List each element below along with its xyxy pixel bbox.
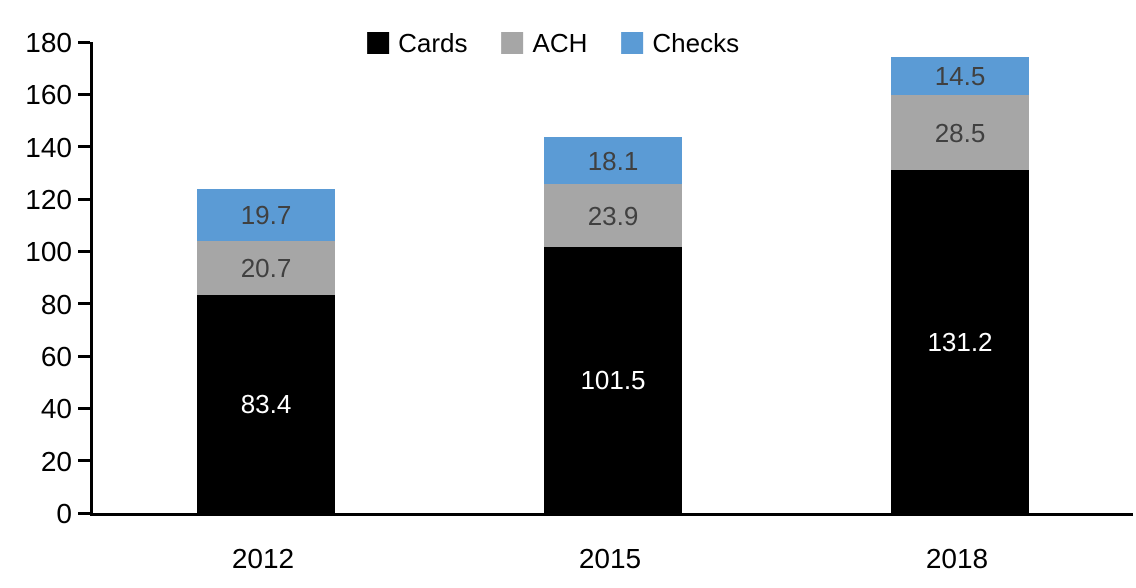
y-tick-label: 60 xyxy=(40,341,72,372)
y-tick-label: 0 xyxy=(56,498,72,529)
bar-value-label: 14.5 xyxy=(934,61,986,91)
legend-item-checks: Checks xyxy=(621,30,739,56)
bar-value-label: 83.4 xyxy=(240,389,292,419)
y-tick-label: 160 xyxy=(25,79,72,110)
y-tick-label: 120 xyxy=(25,184,72,215)
bar-value-label: 131.2 xyxy=(927,326,993,357)
legend-label: Cards xyxy=(398,28,468,58)
bar-segment-ach-2015: 23.9 xyxy=(544,184,682,247)
legend-item-ach: ACH xyxy=(501,30,587,56)
y-tick-mark xyxy=(78,93,90,96)
y-tick-label: 80 xyxy=(40,289,72,320)
legend-label: Checks xyxy=(652,28,740,58)
y-tick-mark xyxy=(78,512,90,515)
y-tick-mark xyxy=(78,250,90,253)
bar-segment-checks-2012: 19.7 xyxy=(197,189,335,241)
bar-2018: 131.2 28.5 14.5 xyxy=(891,57,1029,513)
y-tick-mark xyxy=(78,198,90,201)
legend-swatch-cards xyxy=(367,32,390,54)
bar-value-label: 28.5 xyxy=(934,117,986,148)
y-tick-label: 140 xyxy=(25,132,72,163)
y-tick-label: 100 xyxy=(25,236,72,267)
chart-legend: Cards ACH Checks xyxy=(367,30,739,56)
legend-label: ACH xyxy=(532,28,588,58)
bar-2015: 101.5 23.9 18.1 xyxy=(544,137,682,513)
y-tick-label: 40 xyxy=(40,393,72,424)
bar-value-label: 19.7 xyxy=(240,200,292,230)
plot-area: 83.4 20.7 19.7 101.5 23.9 18.1 131.2 28.5 14.5 xyxy=(78,41,1133,516)
y-tick-mark xyxy=(78,355,90,358)
x-tick-label-2012: 2012 xyxy=(231,543,295,574)
bar-value-label: 20.7 xyxy=(240,253,292,283)
bar-segment-ach-2018: 28.5 xyxy=(891,95,1029,170)
y-tick-mark xyxy=(78,459,90,462)
y-tick-mark xyxy=(78,407,90,410)
bar-value-label: 101.5 xyxy=(580,365,646,395)
legend-item-cards: Cards xyxy=(367,30,467,56)
legend-swatch-checks xyxy=(621,32,644,54)
bar-segment-cards-2012: 83.4 xyxy=(197,295,335,513)
bar-2012: 83.4 20.7 19.7 xyxy=(197,189,335,513)
x-tick-label-2018: 2018 xyxy=(925,543,989,574)
y-tick-mark xyxy=(78,145,90,148)
bar-segment-cards-2018: 131.2 xyxy=(891,170,1029,513)
bar-segment-ach-2012: 20.7 xyxy=(197,241,335,295)
y-tick-label: 180 xyxy=(25,27,72,58)
legend-swatch-ach xyxy=(501,32,524,54)
bar-value-label: 18.1 xyxy=(587,145,639,176)
y-tick-label: 20 xyxy=(40,446,72,477)
bar-segment-checks-2018: 14.5 xyxy=(891,57,1029,95)
x-tick-label-2015: 2015 xyxy=(578,543,642,574)
bar-segment-checks-2015: 18.1 xyxy=(544,137,682,184)
bar-segment-cards-2015: 101.5 xyxy=(544,247,682,513)
y-tick-mark xyxy=(78,302,90,305)
y-tick-mark xyxy=(78,41,90,44)
bar-value-label: 23.9 xyxy=(587,200,639,231)
